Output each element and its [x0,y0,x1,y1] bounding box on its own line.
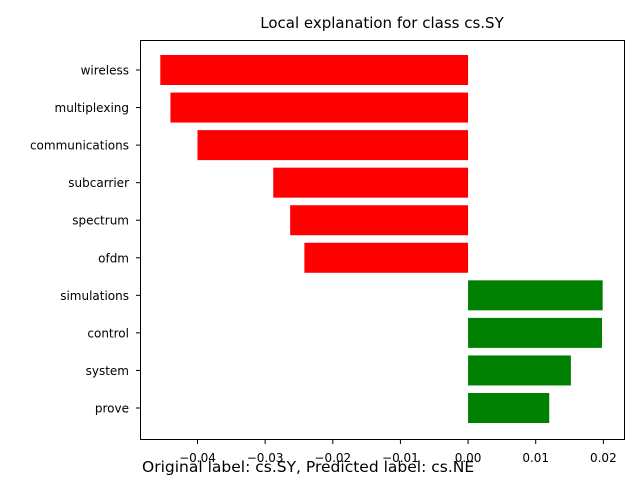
bar-wireless [160,55,469,85]
bar-multiplexing [170,92,469,123]
y-tick-label-ofdm: ofdm [98,251,129,265]
y-tick-label-simulations: simulations [60,289,129,303]
x-tick-label: −0.01 [382,451,419,465]
y-tick-label-spectrum: spectrum [72,214,129,228]
bar-simulations [468,280,603,311]
x-axis-ticks: −0.04 −0.03 −0.02 −0.01 0.00 0.01 0.02 [179,440,617,465]
bar-control [468,317,603,348]
y-tick-label-multiplexing: multiplexing [55,101,129,115]
y-tick-label-subcarrier: subcarrier [68,176,129,190]
plot-frame [140,40,625,440]
x-tick-label: −0.03 [247,451,284,465]
bar-ofdm [304,242,469,273]
bars-group [160,55,603,423]
bar-communications [197,130,469,161]
bar-system [468,355,571,386]
y-axis-ticks: wireless multiplexing communications subcar… [30,64,140,416]
y-tick-label-wireless: wireless [81,64,129,78]
y-tick-label-prove: prove [95,402,129,416]
y-tick-label-system: system [86,364,129,378]
y-tick-label-communications: communications [30,139,129,153]
x-tick-label: 0.00 [455,451,482,465]
bar-spectrum [290,205,469,236]
x-tick-label: 0.02 [590,451,617,465]
x-tick-label: 0.01 [522,451,549,465]
x-tick-label: −0.02 [314,451,351,465]
bar-prove [468,393,550,423]
bar-subcarrier [273,167,469,198]
chart-caption: Original label: cs.SY, Predicted label: … [142,458,475,476]
x-tick-label: −0.04 [179,451,216,465]
chart-title: Local explanation for class cs.SY [260,14,504,32]
y-tick-label-control: control [87,326,129,340]
